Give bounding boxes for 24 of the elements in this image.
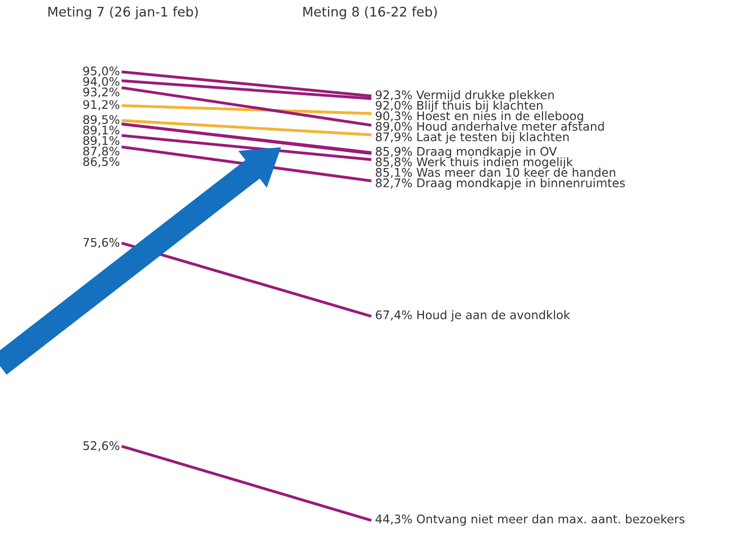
- x-tick-label: Meting 8 (16-22 feb): [303, 6, 437, 20]
- data-label: 89,5%: [83, 115, 120, 126]
- text: 89,0% Houd anderhalve meter afstand: [376, 122, 604, 132]
- text: 87,9% Laat je testen bij klachten: [376, 132, 569, 144]
- text: 82,7% Draag mondkapje in binnenruimtes: [376, 178, 625, 190]
- data-label: 89,1%: [83, 126, 120, 136]
- text: 90,3% Hoest en nies in de elleboog: [376, 111, 584, 123]
- data-label: 95,0%: [83, 66, 120, 77]
- data-label: 86,5%: [83, 157, 120, 168]
- text: 92,0% Blijf thuis bij klachten: [376, 100, 542, 112]
- data-label: 52,6%: [83, 441, 120, 452]
- data-label: 87,8%: [83, 146, 120, 157]
- text: 85,1% Was meer dan 10 keer de handen: [376, 168, 616, 178]
- data-label: 93,2%: [83, 87, 120, 98]
- text: 44,3% Ontvang niet meer dan max. aant. bezoekers: [376, 514, 684, 526]
- text: 85,9% Draag mondkapje in OV: [376, 146, 557, 158]
- data-label: 91,2%: [83, 100, 120, 110]
- text: 67,4% Houd je aan de avondklok: [376, 310, 570, 322]
- text: 92,3% Vermijd drukke plekken: [376, 90, 554, 102]
- data-label: 75,6%: [83, 238, 120, 248]
- text: 85,8% Werk thuis indien mogelijk: [376, 157, 573, 169]
- x-tick-label: Meting 7 (26 jan-1 feb): [48, 6, 198, 20]
- data-label: 89,1%: [83, 136, 120, 146]
- data-label: 94,0%: [83, 76, 120, 88]
